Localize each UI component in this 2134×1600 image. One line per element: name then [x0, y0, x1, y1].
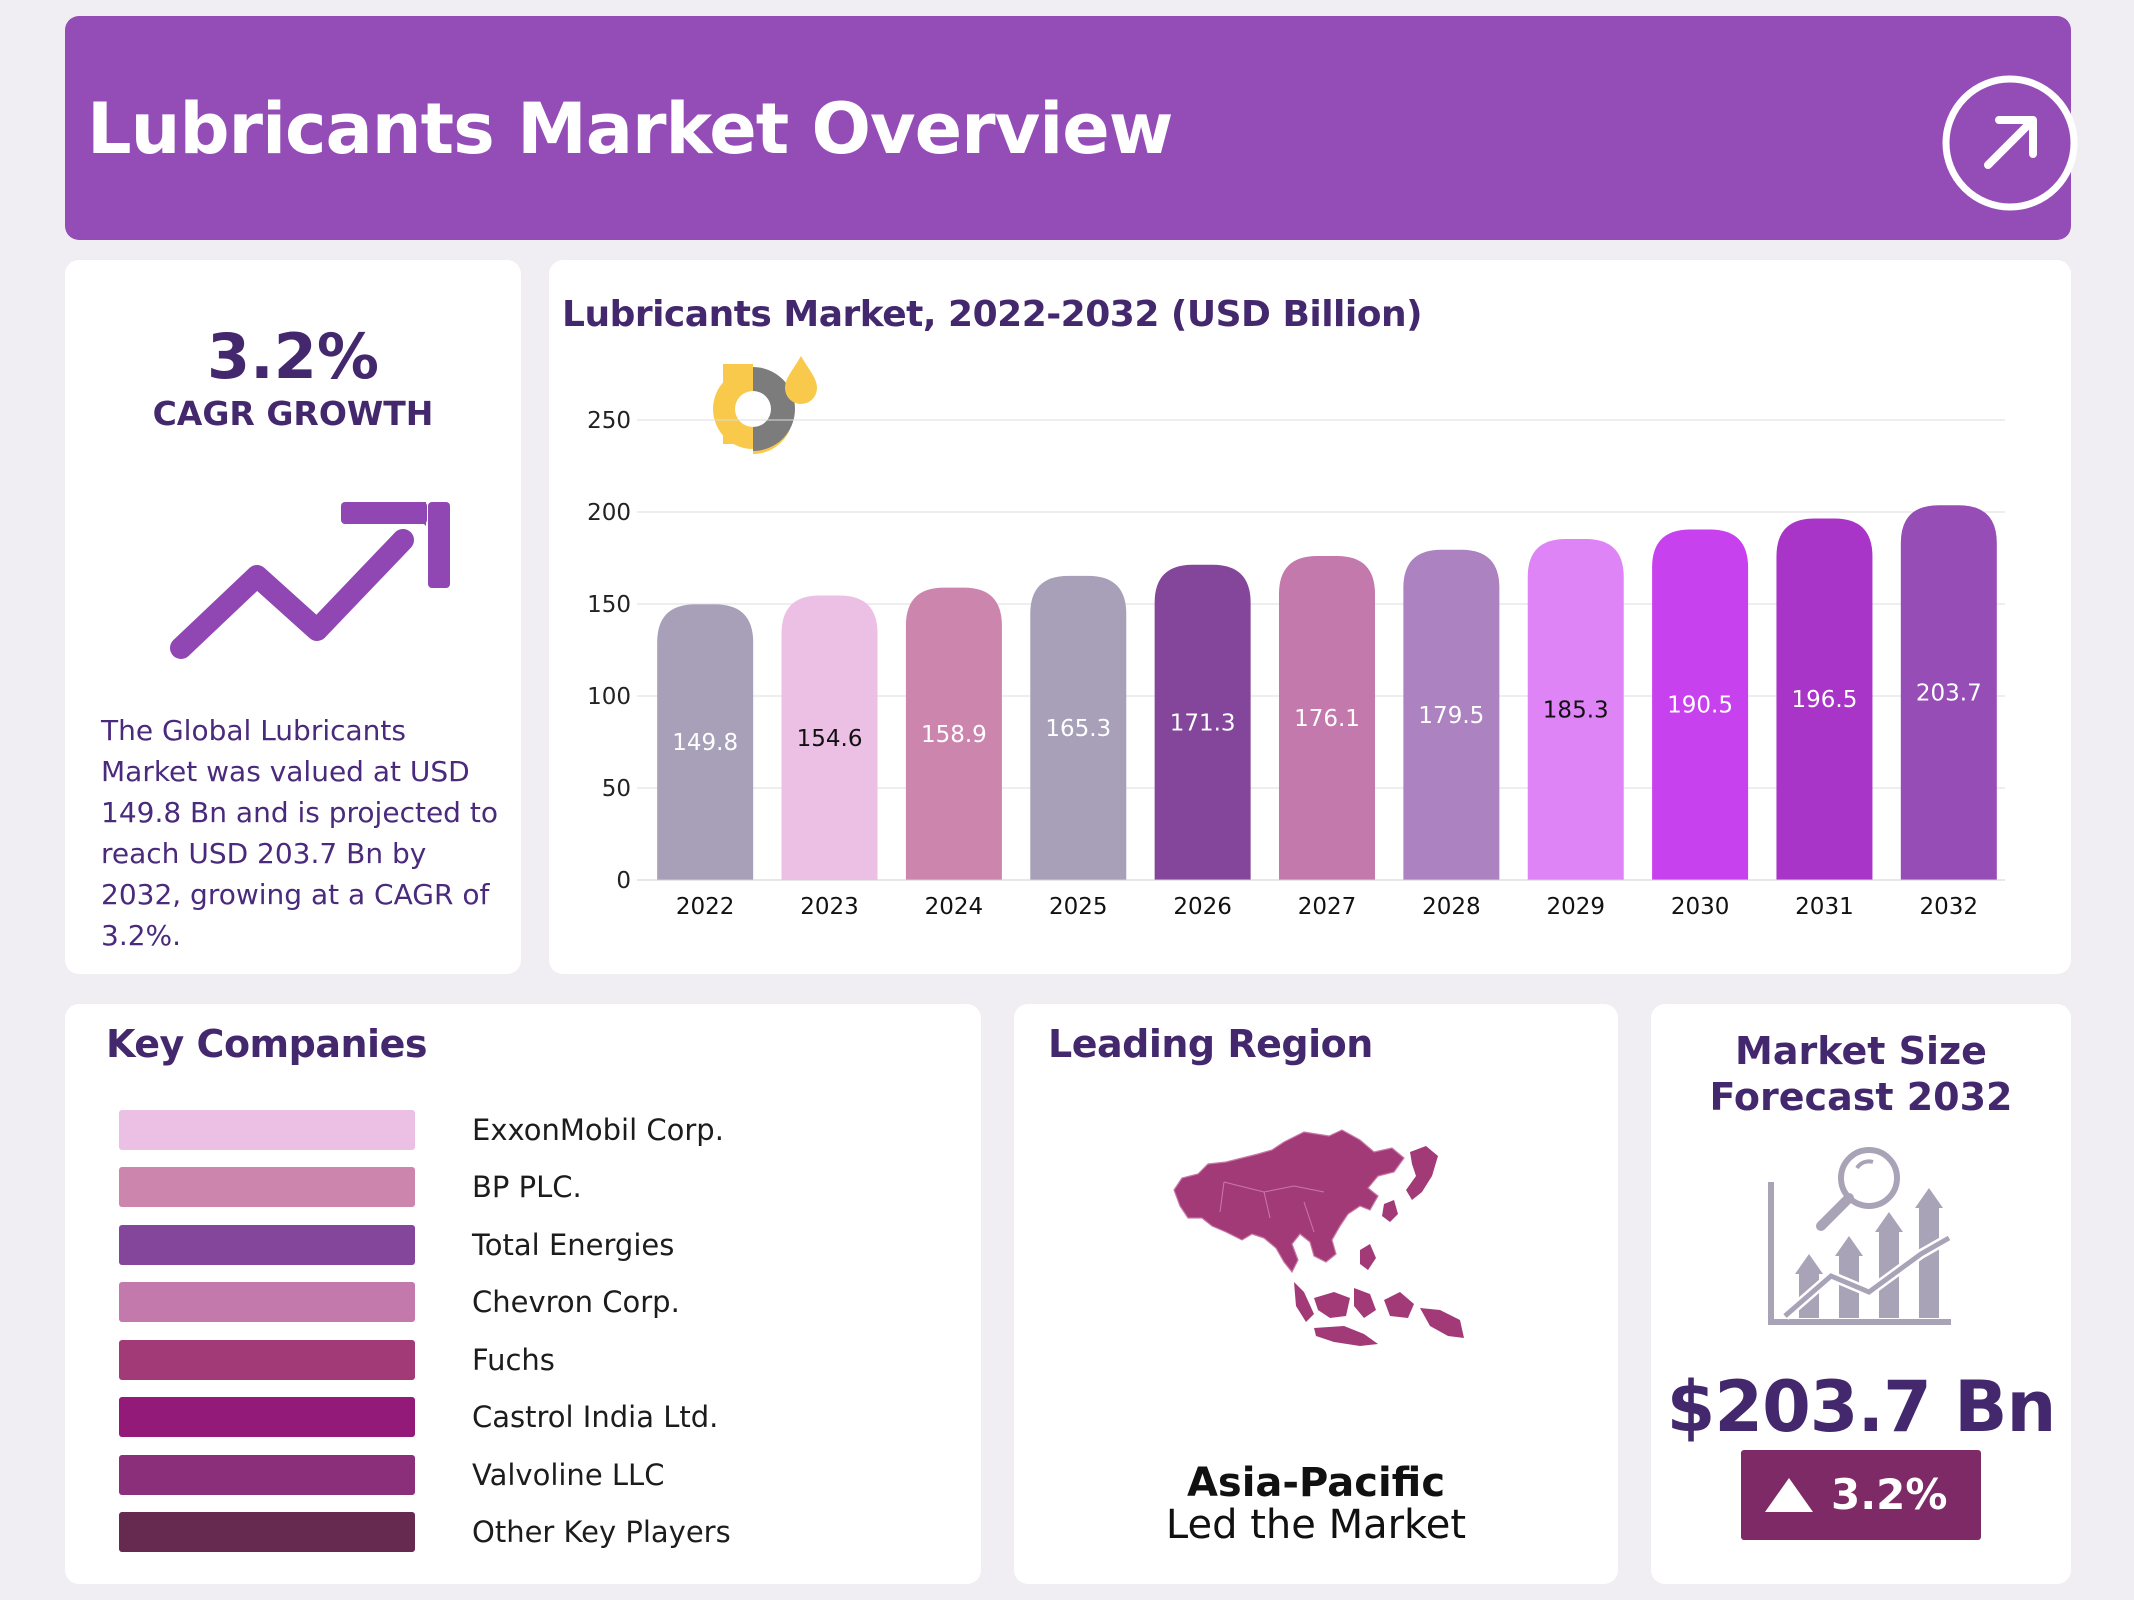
bar-2027 [1279, 555, 1375, 880]
asia-pacific-map-icon [1173, 1129, 1464, 1346]
y-tick-label: 100 [587, 684, 631, 710]
bar-value-label: 179.5 [1418, 703, 1484, 729]
company-name: Chevron Corp. [472, 1285, 680, 1319]
x-tick-label: 2024 [925, 894, 984, 920]
x-tick-label: 2026 [1173, 894, 1232, 920]
bar-2025 [1030, 575, 1127, 880]
arrow-up-right-circle-icon[interactable] [1941, 74, 2079, 212]
bar-value-label: 165.3 [1045, 716, 1111, 742]
y-tick-label: 200 [587, 500, 631, 526]
forecast-title: Market Size Forecast 2032 [1651, 1028, 2071, 1120]
bar-2031 [1776, 518, 1873, 880]
region-name: Asia-Pacific [1186, 1460, 1446, 1506]
bar-value-label: 190.5 [1667, 693, 1733, 719]
company-color-bar [119, 1512, 415, 1552]
gear-oil-icon [713, 356, 817, 454]
bar-value-label: 154.6 [797, 726, 863, 752]
cagr-label: CAGR GROWTH [152, 394, 434, 433]
x-tick-label: 2030 [1671, 894, 1730, 920]
page-title: Lubricants Market Overview [87, 88, 1173, 170]
triangle-up-icon [1765, 1478, 1813, 1512]
bar-value-label: 176.1 [1294, 706, 1360, 732]
chart-card: Lubricants Market, 2022-2032 (USD Billio… [549, 260, 2071, 974]
company-color-bar [119, 1340, 415, 1380]
bar-value-label: 149.8 [672, 730, 738, 756]
forecast-card: Market Size Forecast 2032 $203.7 Bn 3.2% [1651, 1004, 2071, 1584]
bar-2022 [657, 604, 754, 880]
forecast-title-line2: Forecast 2032 [1709, 1075, 2013, 1119]
growth-value: 3.2% [1831, 1470, 1948, 1519]
forecast-value: $203.7 Bn [1666, 1366, 2057, 1448]
company-color-bar [119, 1167, 415, 1207]
company-color-bar [119, 1282, 415, 1322]
cagr-value: 3.2% [207, 320, 379, 393]
key-companies-card: Key Companies ExxonMobil Corp. BP PLC. T… [65, 1004, 981, 1584]
y-tick-label: 250 [587, 408, 631, 434]
company-name: Other Key Players [472, 1515, 731, 1549]
x-tick-label: 2031 [1795, 894, 1854, 920]
company-color-bar [119, 1455, 415, 1495]
company-name: Valvoline LLC [472, 1458, 665, 1492]
market-description: The Global Lubricants Market was valued … [101, 714, 498, 952]
x-tick-label: 2027 [1298, 894, 1357, 920]
x-tick-label: 2022 [676, 894, 735, 920]
x-tick-label: 2032 [1920, 894, 1979, 920]
company-color-bar [119, 1225, 415, 1265]
bar-chart: 0 50 100 150 200 250 149.8 2022 154.6 2023 158.9 20… [587, 356, 2005, 920]
bar-2029 [1527, 539, 1624, 880]
y-tick-label: 50 [602, 776, 631, 802]
x-tick-label: 2028 [1422, 894, 1481, 920]
bar-2032 [1900, 505, 1997, 880]
bar-value-label: 203.7 [1916, 681, 1982, 707]
company-color-bar [119, 1110, 415, 1150]
x-tick-label: 2029 [1546, 894, 1605, 920]
forecast-title-line1: Market Size [1735, 1029, 1987, 1073]
company-color-bar [119, 1397, 415, 1437]
cagr-card: 3.2% CAGR GROWTH The Global Lubricants M… [65, 260, 521, 974]
bar-2023 [781, 595, 878, 880]
company-name: Fuchs [472, 1343, 555, 1377]
chart-title: Lubricants Market, 2022-2032 (USD Billio… [562, 294, 1423, 335]
bar-2024 [905, 587, 1002, 880]
y-tick-label: 150 [587, 592, 631, 618]
growth-analysis-icon [1768, 1147, 1952, 1325]
company-name: BP PLC. [472, 1170, 582, 1204]
company-name: Castrol India Ltd. [472, 1400, 719, 1434]
company-name: ExxonMobil Corp. [472, 1113, 724, 1147]
x-tick-label: 2025 [1049, 894, 1108, 920]
key-companies-title: Key Companies [106, 1022, 427, 1066]
company-name: Total Energies [472, 1228, 675, 1262]
leading-region-card: Leading Region Asia-Pacific Led the Mark… [1014, 1004, 1618, 1584]
bar-value-label: 171.3 [1170, 710, 1236, 736]
region-subtitle: Led the Market [1165, 1502, 1467, 1548]
bar-2030 [1652, 529, 1749, 880]
trending-up-icon [170, 502, 450, 659]
x-tick-label: 2023 [800, 894, 859, 920]
bar-2026 [1154, 564, 1251, 880]
bar-value-label: 158.9 [921, 722, 987, 748]
bar-value-label: 196.5 [1792, 687, 1858, 713]
leading-region-title: Leading Region [1048, 1022, 1373, 1066]
y-tick-label: 0 [616, 868, 631, 894]
growth-badge: 3.2% [1741, 1450, 1981, 1540]
header-banner: Lubricants Market Overview [65, 16, 2078, 240]
bar-value-label: 185.3 [1543, 698, 1609, 724]
bar-2028 [1403, 549, 1500, 880]
